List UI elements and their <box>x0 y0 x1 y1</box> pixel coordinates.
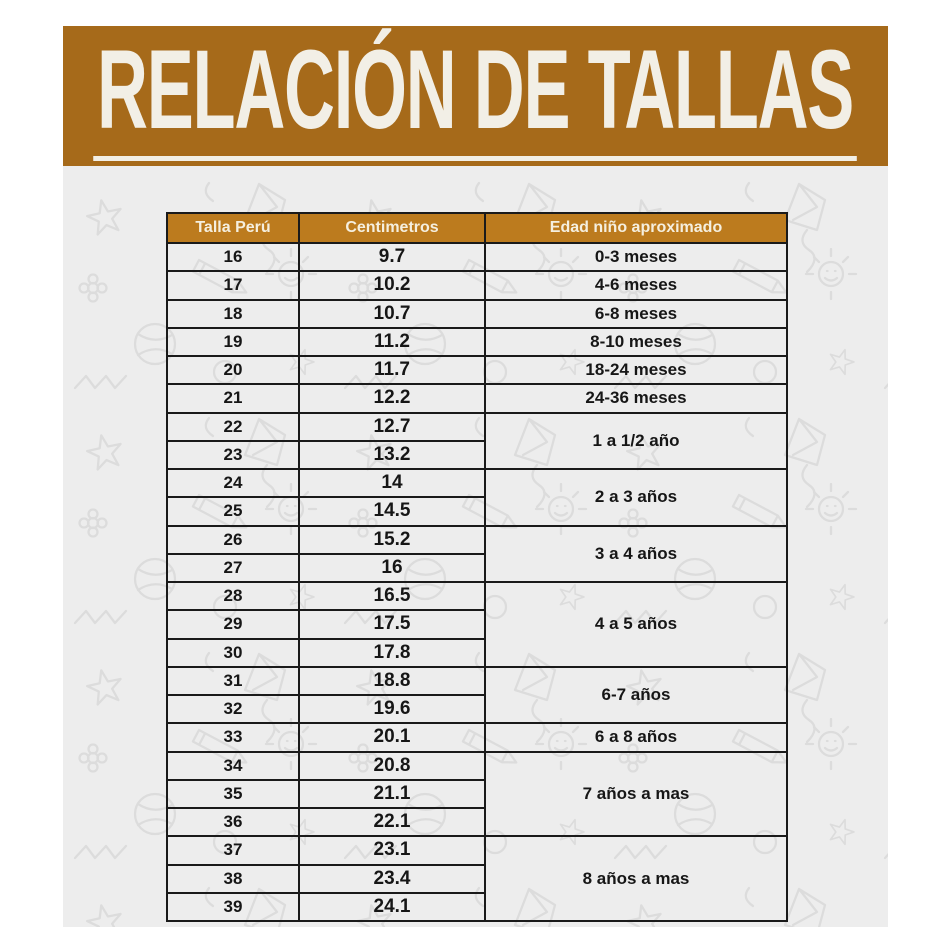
table-row: 29 17.5 <box>166 609 787 640</box>
talla-cell: 25 <box>166 496 300 527</box>
table-row: 24 14 2 a 3 años <box>166 467 788 527</box>
talla-cell: 24 <box>166 467 300 499</box>
col-header-talla-peru: Talla Perú <box>166 212 300 244</box>
centimetros-cell: 11.7 <box>298 354 486 386</box>
centimetros-cell: 18.8 <box>298 665 486 697</box>
talla-cell: 37 <box>166 835 300 866</box>
table-row: 32 19.6 <box>166 693 787 725</box>
table-row: 30 17.8 <box>166 637 787 668</box>
centimetros-cell: 14.5 <box>298 496 486 527</box>
talla-cell: 35 <box>166 778 300 810</box>
table-row: 34 20.8 7 años a mas <box>166 750 788 838</box>
centimetros-cell: 13.2 <box>298 439 486 471</box>
table-row: 16 9.7 0-3 meses <box>166 241 788 273</box>
talla-cell: 32 <box>166 693 300 725</box>
table-row: 26 15.2 3 a 4 años <box>166 524 788 583</box>
table-row: 28 16.5 4 a 5 años <box>166 580 788 668</box>
edad-cell: 18-24 meses <box>484 354 788 386</box>
talla-cell: 29 <box>166 609 300 640</box>
talla-cell: 34 <box>166 750 300 781</box>
talla-cell: 20 <box>166 354 300 386</box>
edad-cell: 24-36 meses <box>484 383 788 414</box>
page-title: RELACIÓN DE TALLAS <box>93 32 858 161</box>
table-row: 27 16 <box>166 552 787 584</box>
edad-cell: 6-8 meses <box>484 298 788 329</box>
talla-cell: 23 <box>166 439 300 471</box>
table-row: 22 12.7 1 a 1/2 año <box>166 411 788 470</box>
centimetros-cell: 9.7 <box>298 241 486 273</box>
table-row: 36 22.1 <box>166 806 787 838</box>
table-row: 20 11.7 18-24 meses <box>166 354 788 386</box>
talla-cell: 22 <box>166 411 300 442</box>
talla-cell: 31 <box>166 665 300 697</box>
centimetros-cell: 16.5 <box>298 580 486 612</box>
centimetros-cell: 12.7 <box>298 411 486 442</box>
edad-cell: 7 años a mas <box>484 750 788 838</box>
edad-cell: 6 a 8 años <box>484 722 788 753</box>
centimetros-cell: 23.4 <box>298 863 486 894</box>
centimetros-cell: 19.6 <box>298 693 486 725</box>
centimetros-cell: 23.1 <box>298 835 486 866</box>
talla-cell: 21 <box>166 383 300 414</box>
centimetros-cell: 10.2 <box>298 270 486 301</box>
edad-cell: 1 a 1/2 año <box>484 411 788 470</box>
size-table: Talla Perú Centimetros Edad niño aproxim… <box>166 212 788 923</box>
table-row: 23 13.2 <box>166 439 787 471</box>
centimetros-cell: 11.2 <box>298 326 486 358</box>
centimetros-cell: 24.1 <box>298 891 486 923</box>
edad-cell: 3 a 4 años <box>484 524 788 583</box>
table-row: 19 11.2 8-10 meses <box>166 326 788 358</box>
table-row: 38 23.4 <box>166 863 787 894</box>
centimetros-cell: 14 <box>298 467 486 499</box>
centimetros-cell: 20.8 <box>298 750 486 781</box>
table-header-row: Talla Perú Centimetros Edad niño aproxim… <box>166 212 788 244</box>
talla-cell: 16 <box>166 241 300 273</box>
table-row: 18 10.7 6-8 meses <box>166 298 788 329</box>
edad-cell: 6-7 años <box>484 665 788 725</box>
edad-cell: 8-10 meses <box>484 326 788 358</box>
talla-cell: 17 <box>166 270 300 301</box>
talla-cell: 18 <box>166 298 300 329</box>
talla-cell: 28 <box>166 580 300 612</box>
table-row: 33 20.1 6 a 8 años <box>166 722 788 753</box>
table-row: 21 12.2 24-36 meses <box>166 383 788 414</box>
table-row: 37 23.1 8 años a mas <box>166 835 788 922</box>
talla-cell: 27 <box>166 552 300 584</box>
edad-cell: 0-3 meses <box>484 241 788 273</box>
table-row: 25 14.5 <box>166 496 787 527</box>
centimetros-cell: 17.8 <box>298 637 486 668</box>
table-row: 35 21.1 <box>166 778 787 810</box>
centimetros-cell: 15.2 <box>298 524 486 555</box>
edad-cell: 8 años a mas <box>484 835 788 922</box>
doodle-background: Talla Perú Centimetros Edad niño aproxim… <box>63 166 888 927</box>
edad-cell: 4-6 meses <box>484 270 788 301</box>
talla-cell: 26 <box>166 524 300 555</box>
centimetros-cell: 17.5 <box>298 609 486 640</box>
title-banner: RELACIÓN DE TALLAS <box>63 26 888 166</box>
centimetros-cell: 10.7 <box>298 298 486 329</box>
centimetros-cell: 22.1 <box>298 806 486 838</box>
edad-cell: 2 a 3 años <box>484 468 788 527</box>
talla-cell: 30 <box>166 637 300 668</box>
talla-cell: 38 <box>166 863 300 894</box>
centimetros-cell: 16 <box>298 552 486 584</box>
table-row: 17 10.2 4-6 meses <box>166 270 788 301</box>
table-row: 31 18.8 6-7 años <box>166 665 788 725</box>
talla-cell: 33 <box>166 722 300 753</box>
centimetros-cell: 20.1 <box>298 722 486 753</box>
talla-cell: 36 <box>166 806 300 838</box>
table-row: 39 24.1 <box>166 891 787 923</box>
centimetros-cell: 12.2 <box>298 383 486 414</box>
centimetros-cell: 21.1 <box>298 778 486 810</box>
size-table-body: 16 9.7 0-3 meses 17 10.2 4-6 meses 18 10.7 6-8 m… <box>166 241 788 923</box>
talla-cell: 39 <box>166 891 300 923</box>
edad-cell: 4 a 5 años <box>484 581 788 668</box>
col-header-centimetros: Centimetros <box>298 212 486 244</box>
talla-cell: 19 <box>166 326 300 358</box>
col-header-edad: Edad niño aproximado <box>484 212 788 244</box>
